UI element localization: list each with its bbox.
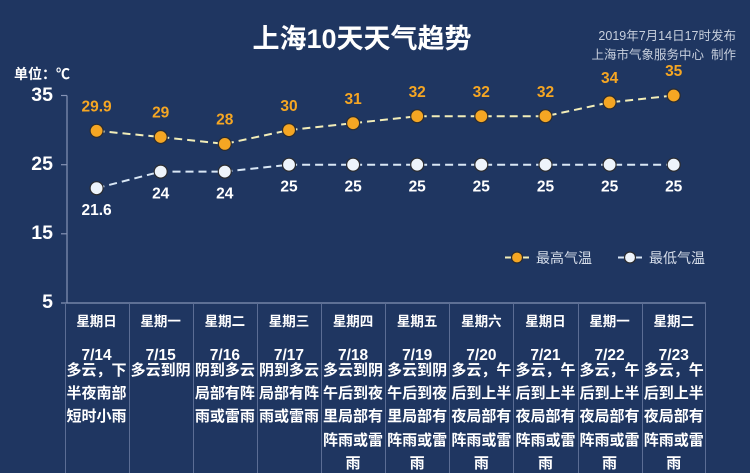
svg-text:35: 35 — [665, 63, 683, 80]
svg-text:29: 29 — [152, 105, 170, 122]
svg-text:31: 31 — [344, 91, 362, 108]
svg-text:最高气温: 最高气温 — [536, 250, 592, 266]
svg-text:35: 35 — [31, 84, 53, 106]
svg-text:21.6: 21.6 — [82, 202, 113, 219]
svg-text:32: 32 — [537, 84, 554, 101]
svg-text:最低气温: 最低气温 — [649, 250, 705, 266]
svg-text:25: 25 — [31, 153, 53, 175]
svg-text:29.9: 29.9 — [82, 99, 113, 116]
svg-text:25: 25 — [473, 179, 491, 196]
svg-text:34: 34 — [601, 70, 619, 87]
svg-text:25: 25 — [601, 179, 619, 196]
svg-text:25: 25 — [344, 179, 362, 196]
svg-text:32: 32 — [409, 84, 426, 101]
svg-text:32: 32 — [473, 84, 490, 101]
svg-text:25: 25 — [665, 179, 683, 196]
svg-text:24: 24 — [216, 186, 234, 203]
svg-text:28: 28 — [216, 112, 234, 129]
svg-text:24: 24 — [152, 186, 170, 203]
svg-text:30: 30 — [280, 98, 297, 115]
svg-text:25: 25 — [280, 179, 298, 196]
svg-text:15: 15 — [31, 222, 53, 244]
svg-text:25: 25 — [409, 179, 427, 196]
svg-text:25: 25 — [537, 179, 555, 196]
